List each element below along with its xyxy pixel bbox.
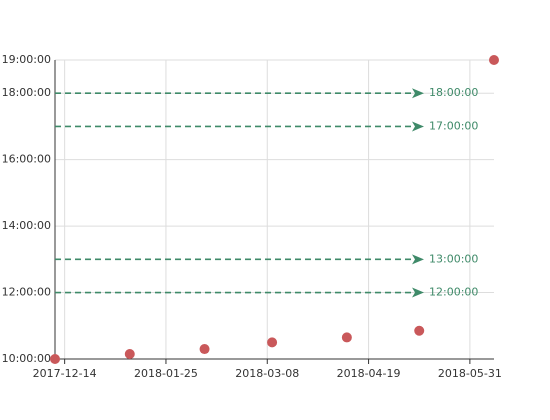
mark-line-arrow — [412, 287, 424, 298]
y-tick-label: 19:00:00 — [2, 53, 51, 66]
point — [50, 354, 60, 364]
y-tick-label: 14:00:00 — [2, 219, 51, 232]
point — [489, 55, 499, 65]
x-tick-label: 2017-12-14 — [33, 367, 97, 380]
mark-line-label: 12:00:00 — [429, 286, 478, 299]
y-tick-label: 12:00:00 — [2, 286, 51, 299]
mark-line-label: 13:00:00 — [429, 252, 478, 265]
point — [341, 332, 352, 343]
y-tick-label: 10:00:00 — [2, 352, 51, 365]
y-tick-label: 16:00:00 — [2, 153, 51, 166]
mark-line-arrow — [412, 88, 424, 99]
x-tick-label: 2018-05-31 — [438, 367, 502, 380]
point — [267, 337, 278, 348]
mark-line-label: 17:00:00 — [429, 119, 478, 132]
mark-line-arrow — [412, 254, 424, 265]
point — [199, 344, 210, 355]
mark-line-label: 18:00:00 — [429, 86, 478, 99]
x-tick-label: 2018-04-19 — [337, 367, 401, 380]
y-tick-label: 18:00:00 — [2, 86, 51, 99]
x-tick-label: 2018-01-25 — [134, 367, 198, 380]
mark-line-arrow — [412, 121, 424, 132]
x-tick-label: 2018-03-08 — [235, 367, 299, 380]
point — [124, 349, 135, 360]
point — [414, 325, 425, 336]
